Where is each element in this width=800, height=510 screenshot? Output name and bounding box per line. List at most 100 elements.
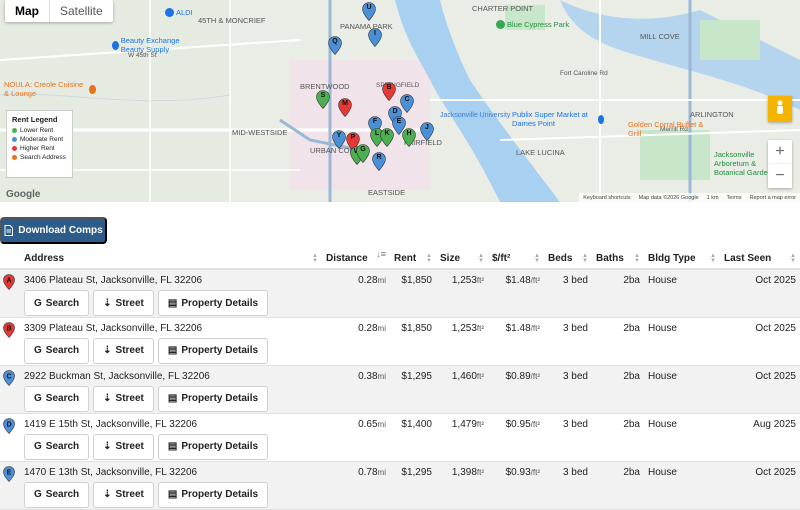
poi[interactable]: Blue Cypress Park <box>496 20 569 29</box>
map-pin-label: C <box>404 96 410 103</box>
property-details-button[interactable]: ▤ Property Details <box>157 481 269 508</box>
map-pin-h[interactable]: H <box>402 128 416 147</box>
map-pin-label: S <box>320 92 326 99</box>
street-view-button[interactable]: ⇣ Street <box>93 481 154 508</box>
map-pin-label: B <box>386 84 392 91</box>
search-button[interactable]: G Search <box>24 337 90 364</box>
poi[interactable]: Golden Corral Buffet & Grill <box>628 120 704 138</box>
legend-item: Lower Rent <box>12 127 67 134</box>
marker-cell: D <box>0 413 20 462</box>
street-person-icon: ⇣ <box>103 489 112 500</box>
column-header-baths[interactable]: Baths ▲ ▼ <box>592 249 644 270</box>
property-details-button[interactable]: ▤ Property Details <box>157 337 269 364</box>
price-per-sqft-cell: $1.48/ft² <box>488 269 544 318</box>
street-view-button[interactable]: ⇣ Street <box>93 433 154 460</box>
map-label: MILL COVE <box>640 32 680 41</box>
property-details-button[interactable]: ▤ Property Details <box>157 385 269 412</box>
address-cell: 2922 Buckman St, Jacksonville, FL 32206 … <box>20 365 322 414</box>
street-view-pegman-icon[interactable] <box>768 96 792 122</box>
shop-icon <box>165 8 174 17</box>
poi[interactable]: Jacksonville Arboretum & Botanical Garde… <box>714 150 776 177</box>
search-button[interactable]: G Search <box>24 385 90 412</box>
google-logo: Google <box>6 189 41 200</box>
table-row: D 1419 E 15th St, Jacksonville, FL 32206… <box>0 413 800 462</box>
distance-cell: 0.65mi <box>322 413 390 462</box>
map-label: Merrill Rd <box>660 126 688 133</box>
building-icon: ▤ <box>167 297 178 309</box>
map-label: PANAMA PARK <box>340 22 393 31</box>
property-details-button[interactable]: ▤ Property Details <box>157 433 269 460</box>
map-pin-g[interactable]: G <box>356 144 370 163</box>
map-marker-icon: A <box>3 274 15 290</box>
map-pin-k[interactable]: K <box>380 128 394 147</box>
column-header-price-per-sqft[interactable]: $/ft² ▲ ▼ <box>488 249 544 270</box>
report-error-link[interactable]: Report a map error <box>749 194 796 201</box>
search-button[interactable]: G Search <box>24 290 90 316</box>
red-marker-icon <box>12 146 17 151</box>
rent-cell: $1,850 <box>390 269 436 318</box>
map-pin-q[interactable]: Q <box>328 36 342 55</box>
map-pin-y[interactable]: Y <box>332 130 346 149</box>
map-marker-icon: B <box>3 321 15 338</box>
park-icon <box>496 20 505 29</box>
map-pin-label: H <box>406 130 412 137</box>
keyboard-shortcuts-link[interactable]: Keyboard shortcuts <box>583 194 631 201</box>
legend-item: Higher Rent <box>12 145 67 152</box>
tab-satellite[interactable]: Satellite <box>49 0 113 22</box>
address-cell: 1470 E 13th St, Jacksonville, FL 32206 G… <box>20 461 322 510</box>
map-pin-j[interactable]: J <box>420 122 434 141</box>
column-header-rent[interactable]: Rent ▲ ▼ <box>390 249 436 270</box>
map[interactable]: Map Satellite 45TH & MONCRIEF PANAMA PAR… <box>0 0 800 202</box>
map-pin-label: P <box>350 134 356 141</box>
rent-legend: Rent Legend Lower Rent Moderate Rent Hig… <box>6 110 73 178</box>
poi[interactable]: NOULA: Creole Cuisine & Lounge <box>4 80 96 98</box>
zoom-in-button[interactable]: + <box>768 140 792 164</box>
street-view-button[interactable]: ⇣ Street <box>93 290 154 316</box>
street-view-button[interactable]: ⇣ Street <box>93 385 154 412</box>
search-button[interactable]: G Search <box>24 481 90 508</box>
map-pin-s[interactable]: S <box>316 90 330 109</box>
street-view-button[interactable]: ⇣ Street <box>93 337 154 364</box>
poi[interactable]: ALDI <box>165 8 193 17</box>
map-pin-label: I <box>374 30 376 37</box>
map-pin-c[interactable]: C <box>400 94 414 113</box>
map-base <box>0 0 800 202</box>
map-pin-i[interactable]: I <box>368 28 382 47</box>
map-pin-e[interactable]: E <box>392 116 406 135</box>
map-label: LAKE LUCINA <box>516 148 565 157</box>
column-header-address[interactable]: Address ▲ ▼ <box>20 249 322 270</box>
property-details-button[interactable]: ▤ Property Details <box>157 290 269 316</box>
address-text: 3406 Plateau St, Jacksonville, FL 32206 <box>24 275 203 286</box>
home-marker-icon <box>12 155 17 160</box>
address-cell: 3406 Plateau St, Jacksonville, FL 32206 … <box>20 269 322 318</box>
beds-cell: 3 bed <box>544 269 592 318</box>
address-text: 1470 E 13th St, Jacksonville, FL 32206 <box>24 466 198 478</box>
column-header-bldg-type[interactable]: Bldg Type ▲ ▼ <box>644 249 720 270</box>
column-header-beds[interactable]: Beds ▲ ▼ <box>544 249 592 270</box>
size-cell: 1,460ft² <box>436 365 488 414</box>
map-pin-m[interactable]: M <box>338 98 352 117</box>
poi[interactable]: Beauty Exchange Beauty Supply <box>112 36 202 54</box>
map-pin-u[interactable]: U <box>362 2 376 21</box>
bldg-type-cell: House <box>644 413 720 462</box>
map-pin-b[interactable]: B <box>382 82 396 101</box>
size-cell: 1,253ft² <box>436 269 488 318</box>
svg-text:C: C <box>6 373 11 380</box>
download-comps-button[interactable]: Download Comps <box>0 217 107 244</box>
bldg-type-cell: House <box>644 365 720 414</box>
last-seen-cell: Oct 2025 <box>720 317 800 366</box>
zoom-out-button[interactable]: − <box>768 164 792 188</box>
search-button[interactable]: G Search <box>24 433 90 460</box>
column-header-last-seen[interactable]: Last Seen ▲ ▼ <box>720 249 800 270</box>
baths-cell: 2ba <box>592 461 644 510</box>
terms-link[interactable]: Terms <box>726 194 742 201</box>
sort-icon: ▲ ▼ <box>582 253 588 264</box>
column-header-distance[interactable]: Distance ↓≡ <box>322 249 390 270</box>
column-header-size[interactable]: Size ▲ ▼ <box>436 249 488 270</box>
sort-icon: ▲ ▼ <box>534 253 540 264</box>
google-g-icon: G <box>34 441 42 452</box>
map-pin-r[interactable]: R <box>372 152 386 171</box>
tab-map[interactable]: Map <box>15 4 39 18</box>
address-text: 3309 Plateau St, Jacksonville, FL 32206 <box>24 322 203 334</box>
poi[interactable]: Publix Super Market at Dames Point <box>512 110 604 128</box>
